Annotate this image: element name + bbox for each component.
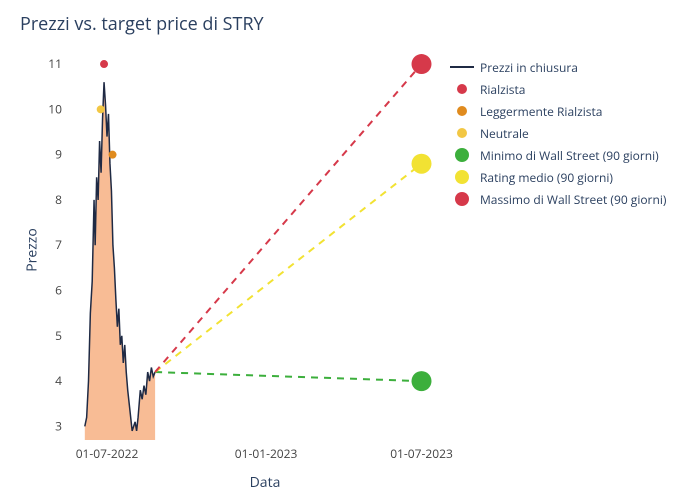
legend-dot-icon [455,192,469,206]
legend-item[interactable]: Massimo di Wall Street (90 giorni) [450,190,666,208]
legend-label: Leggermente Rialzista [480,103,602,120]
legend-label: Neutrale [480,125,529,142]
legend-label: Rialzista [480,81,525,98]
y-tick-label: 10 [48,100,62,117]
legend-label: Rating medio (90 giorni) [480,169,613,186]
legend-label: Massimo di Wall Street (90 giorni) [480,191,666,208]
x-tick-label: 01-07-2023 [390,445,453,462]
y-tick-label: 9 [55,146,62,163]
rating-rialzista [100,60,108,68]
legend-dot-icon [455,148,469,162]
y-tick-label: 8 [55,191,62,208]
projection-marker-medio [412,154,432,174]
y-tick-label: 7 [55,236,62,253]
legend-item[interactable]: Rating medio (90 giorni) [450,168,666,186]
legend-item[interactable]: Leggermente Rialzista [450,102,666,120]
legend-item[interactable]: Prezzi in chiusura [450,58,666,76]
y-tick-label: 11 [48,55,62,72]
legend-dot-icon [457,84,467,94]
projection-medio [155,164,421,372]
legend-item[interactable]: Neutrale [450,124,666,142]
legend: Prezzi in chiusura Rialzista Leggermente R… [450,58,666,212]
projection-marker-massimo [412,54,432,74]
x-tick-label: 01-07-2022 [76,445,139,462]
x-tick-label: 01-01-2023 [235,445,298,462]
projection-massimo [155,64,421,372]
legend-item[interactable]: Minimo di Wall Street (90 giorni) [450,146,666,164]
projection-marker-minimo [412,371,432,391]
legend-dot-icon [455,170,469,184]
y-tick-label: 6 [55,282,62,299]
legend-label: Minimo di Wall Street (90 giorni) [480,147,659,164]
rating-leggermente-rialzista [109,151,117,159]
legend-item[interactable]: Rialzista [450,80,666,98]
legend-label: Prezzi in chiusura [480,59,578,76]
rating-neutrale [97,105,105,113]
legend-dot-icon [457,106,467,116]
legend-dot-icon [457,128,467,138]
y-tick-label: 3 [55,417,62,434]
y-tick-label: 4 [55,372,62,389]
chart-container: Prezzi vs. target price di STRY Prezzo D… [0,0,700,500]
legend-line-icon [450,66,474,68]
projection-minimo [155,372,421,381]
y-tick-label: 5 [55,327,62,344]
